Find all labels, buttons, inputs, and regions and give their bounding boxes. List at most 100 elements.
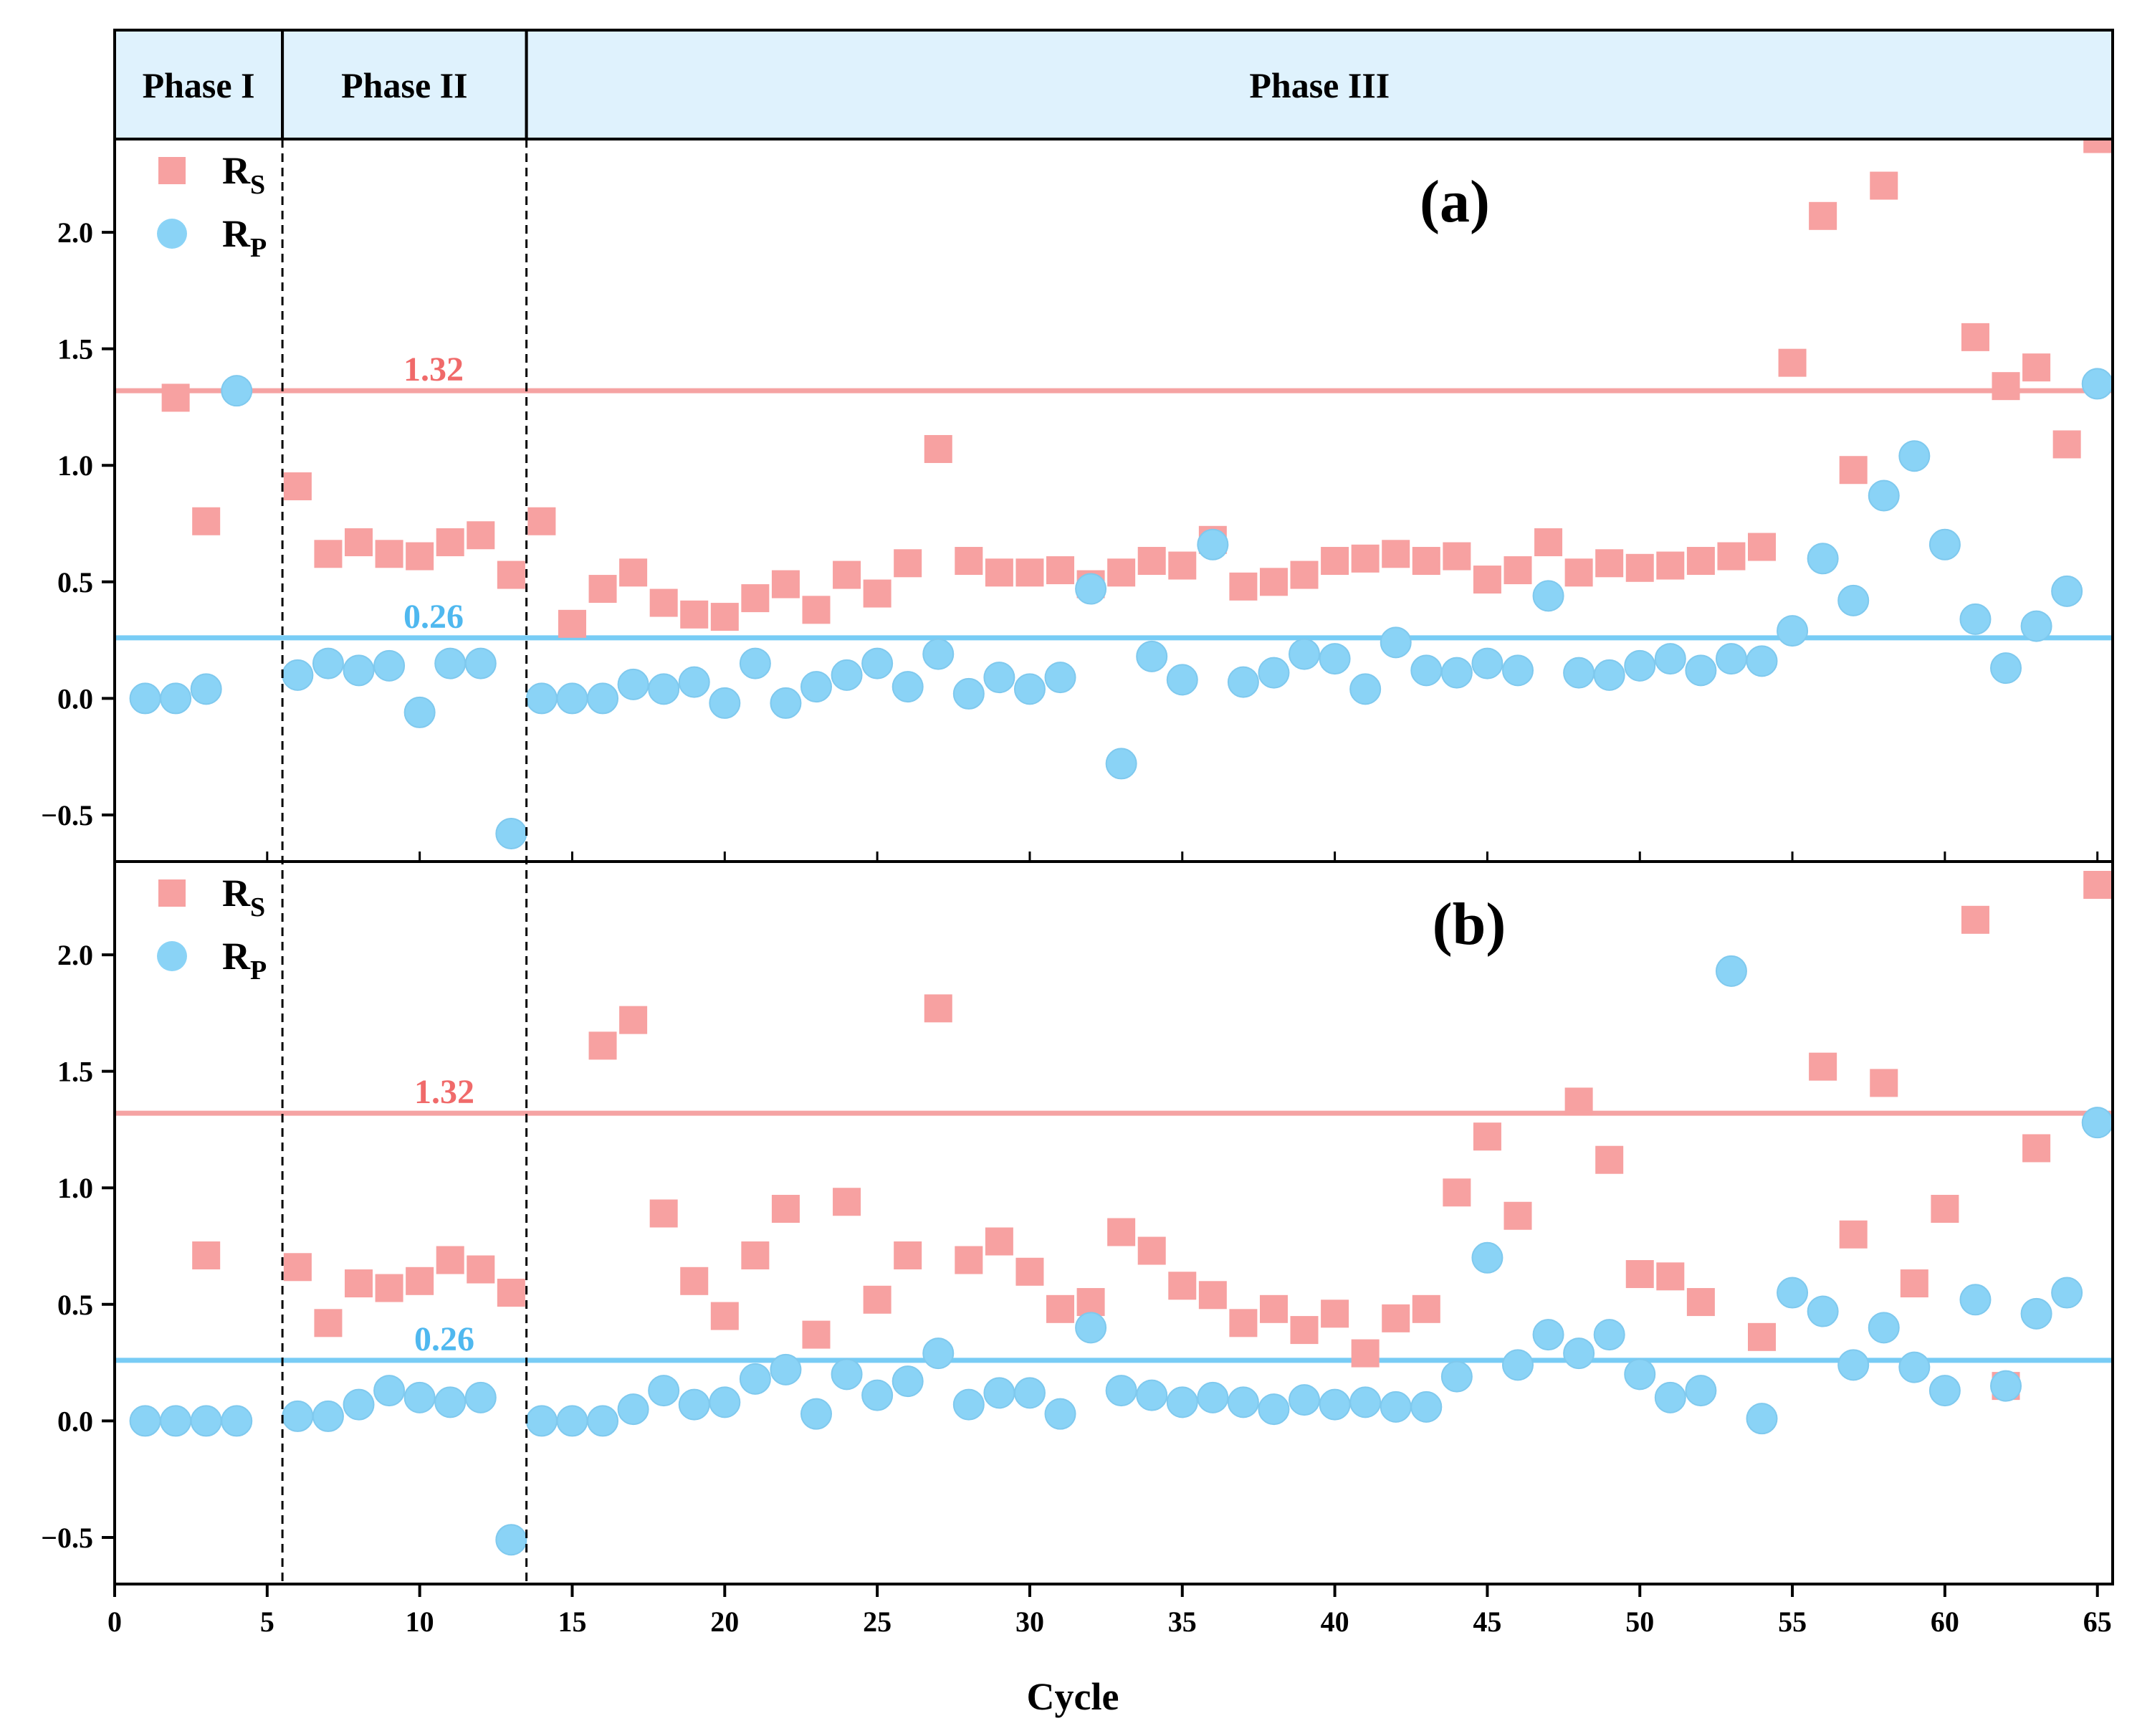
x-tick-label-6: 30 [1015,1606,1044,1638]
phase-label-2: Phase II [341,65,467,105]
rp-marker [1289,638,1321,670]
rs-marker [283,1253,312,1282]
rp-marker [282,659,314,691]
rs-marker [710,1302,739,1330]
rs-marker [406,1267,434,1295]
rp-marker [1044,662,1076,694]
y-tick-label-1-4: 1.5 [57,1056,93,1088]
rp-marker [525,1405,558,1437]
rs-marker [863,579,891,608]
rp-marker [1868,1312,1900,1344]
rs-marker [345,528,373,557]
rs-marker [1015,1257,1044,1286]
rp-marker [495,1524,527,1556]
rs-marker [527,507,556,535]
threshold-label-rs: 1.32 [403,350,464,388]
rp-marker [1075,573,1107,605]
rs-marker [1168,551,1197,580]
rs-marker [1412,1294,1440,1323]
legend-rp-label: RP [222,935,267,986]
rp-marker [1654,643,1686,675]
rp-marker [1166,664,1198,696]
rs-marker [863,1285,891,1314]
x-tick-label-12: 60 [1931,1606,1959,1638]
y-tick-label-0-5: 2.0 [57,216,93,249]
x-tick-label-8: 40 [1321,1606,1349,1638]
phase-header-cell-1 [113,29,285,140]
rp-marker [709,1386,741,1418]
rp-marker [434,1386,467,1418]
legend-rs-marker [158,879,186,907]
rp-marker [1501,654,1534,687]
rp-marker [617,1393,649,1426]
panel-label-a: (a) [1420,168,1490,235]
rs-marker [1686,547,1715,576]
rp-marker [1593,1319,1625,1351]
rs-marker [771,570,800,598]
legend-rp-marker [157,941,187,971]
rs-marker [1961,323,1989,351]
rp-marker [739,647,771,679]
legend-rp-marker [157,219,187,249]
plot-frame [113,138,2114,1585]
rs-marker [1931,1194,1959,1223]
rp-marker [2051,1277,2083,1309]
rs-marker [1473,566,1501,594]
rp-marker [556,1405,588,1437]
rs-marker [680,1267,709,1295]
x-tick-label-13: 65 [2083,1606,2112,1638]
rp-marker [1990,1370,2022,1402]
rp-marker [1440,1360,1473,1393]
rs-marker [375,540,403,568]
rp-marker [556,682,588,715]
rp-marker [1898,440,1931,472]
rs-marker [192,1241,221,1270]
rs-marker [924,434,952,463]
rs-marker [1564,1087,1593,1116]
rs-marker [1107,558,1136,587]
rs-marker [1473,1122,1501,1151]
rs-marker [1961,905,1989,934]
rp-marker [861,647,894,679]
rs-marker [1290,1316,1319,1345]
rp-marker [1349,673,1382,705]
rs-marker [1534,528,1563,557]
rs-marker [1839,456,1868,485]
rp-marker [1258,1393,1290,1426]
rp-marker [160,1405,192,1437]
rp-marker [312,647,344,679]
x-tick-label-10: 50 [1625,1606,1654,1638]
rp-marker [129,1405,161,1437]
rp-marker [1624,649,1656,682]
rp-marker [800,1398,832,1430]
rs-marker [741,1241,770,1270]
rs-marker [1809,1052,1837,1081]
rp-marker [221,1405,253,1437]
rp-marker [1928,1375,1961,1407]
rp-marker [373,1375,406,1407]
phase-label-3: Phase III [1249,65,1390,105]
legend-rp-label: RP [222,212,267,263]
rp-marker [648,673,680,705]
rs-marker [1656,551,1685,580]
rs-marker [1595,549,1624,578]
rp-marker [434,647,467,679]
y-tick-label-1-2: 0.5 [57,1289,93,1321]
rp-marker [1319,643,1351,675]
rs-marker [1625,553,1654,582]
rp-marker [709,687,741,719]
rp-marker [587,682,619,715]
rp-marker [831,1358,863,1391]
rp-marker [1105,748,1137,780]
rs-marker [1686,1288,1715,1317]
x-axis-title: Cycle [1027,1675,1119,1718]
rp-marker [1289,1384,1321,1416]
rs-marker [1504,1201,1532,1230]
x-tick-label-3: 15 [558,1606,586,1638]
rp-marker [1532,580,1564,612]
rs-marker [1321,547,1349,576]
rp-marker [1197,528,1229,561]
panel-a: −0.5 0.0 0.5 1.0 1.5 2.0 1.32 0.26 RS RP (a) [41,139,2113,849]
rs-marker [1351,1339,1380,1368]
rp-marker [1380,1391,1412,1423]
